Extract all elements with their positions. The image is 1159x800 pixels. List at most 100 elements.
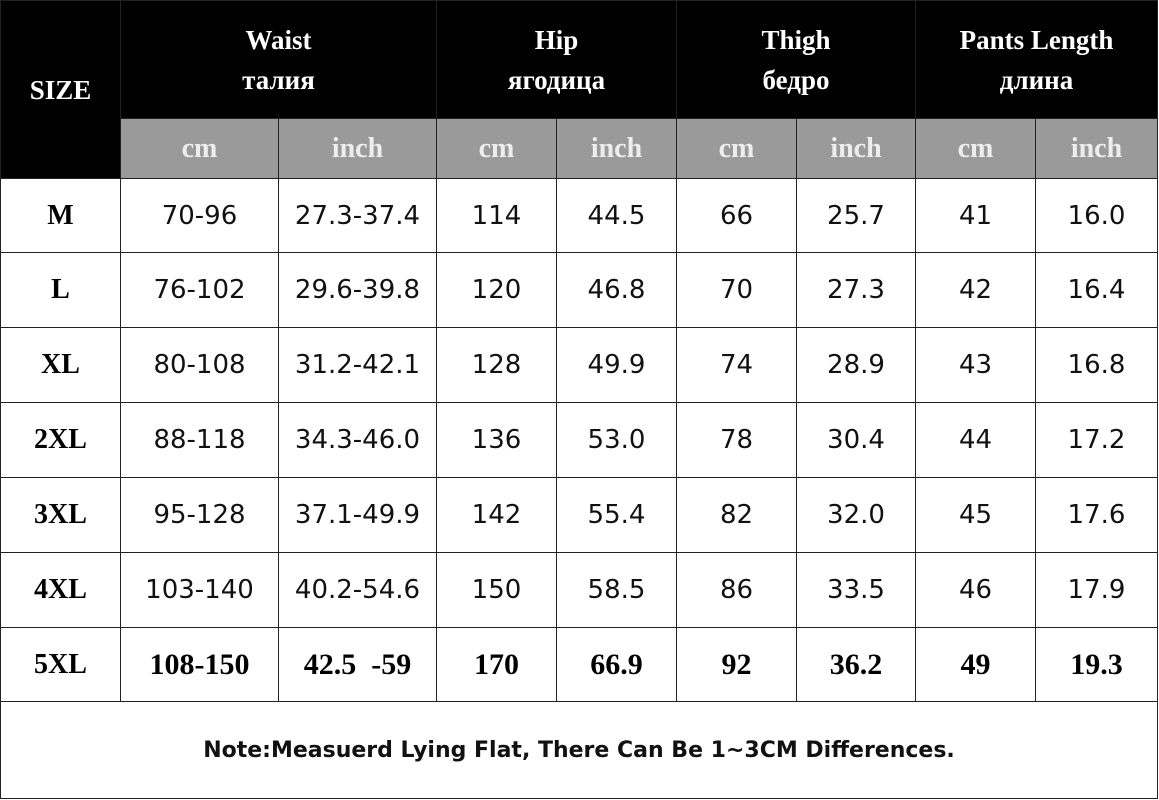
measurement: 95-128: [153, 500, 246, 530]
value-cell: 136: [436, 402, 557, 478]
value-cell: 92: [676, 627, 797, 702]
value-cell: 88-118: [120, 402, 279, 478]
measurement: 86: [719, 575, 754, 605]
value-cell: 108-150: [120, 627, 279, 702]
value-cell: 34.3-46.0: [278, 402, 437, 478]
value-cell: 66.9: [556, 627, 677, 702]
measurement: 170: [474, 647, 519, 681]
measurement: 34.3-46.0: [294, 425, 421, 455]
size-cell: 2XL: [0, 402, 121, 478]
group-header: Waist талия: [120, 0, 437, 119]
measurement: 76-102: [153, 275, 246, 305]
measurement: 120: [471, 275, 522, 305]
value-cell: 55.4: [556, 477, 677, 553]
value-cell: 25.7: [796, 178, 916, 253]
unit-header: cm: [676, 118, 797, 179]
size-cell: L: [0, 252, 121, 328]
measurement: 30.4: [827, 425, 885, 455]
value-cell: 78: [676, 402, 797, 478]
value-cell: 16.8: [1035, 327, 1158, 403]
value-cell: 76-102: [120, 252, 279, 328]
measurement: 80-108: [153, 350, 246, 380]
unit-header: inch: [796, 118, 916, 179]
measurement: 36.2: [829, 647, 883, 681]
measurement: 78: [719, 425, 754, 455]
measurement: 66.9: [590, 647, 643, 681]
value-cell: 37.1-49.9: [278, 477, 437, 553]
measurement: 88-118: [153, 425, 246, 455]
group-title-ru: длина: [999, 64, 1074, 95]
value-cell: 19.3: [1035, 627, 1158, 702]
value-cell: 27.3: [796, 252, 916, 328]
value-cell: 128: [436, 327, 557, 403]
unit-header: inch: [556, 118, 677, 179]
value-cell: 49: [915, 627, 1036, 702]
unit-label: inch: [1070, 132, 1123, 164]
size-cell: 5XL: [0, 627, 121, 702]
value-cell: 80-108: [120, 327, 279, 403]
value-cell: 70-96: [120, 178, 279, 253]
unit-header: inch: [278, 118, 437, 179]
unit-header: cm: [915, 118, 1036, 179]
value-cell: 45: [915, 477, 1036, 553]
measurement: 46: [958, 575, 993, 605]
measurement: 16.4: [1067, 275, 1126, 305]
group-title-ru: бедро: [762, 64, 830, 95]
measurement: 19.3: [1070, 647, 1123, 681]
value-cell: 41: [915, 178, 1036, 253]
measurement: 150: [471, 575, 522, 605]
measurement: 136: [471, 425, 522, 455]
measurement: 28.9: [827, 350, 885, 380]
size-label: SIZE: [29, 74, 92, 105]
measurement: 43: [958, 350, 993, 380]
measurement: 44.5: [587, 200, 646, 231]
value-cell: 46.8: [556, 252, 677, 328]
size-name: 2XL: [34, 424, 87, 455]
measurement: 58.5: [587, 575, 646, 605]
unit-header: inch: [1035, 118, 1158, 179]
value-cell: 36.2: [796, 627, 916, 702]
value-cell: 120: [436, 252, 557, 328]
measurement: 142: [471, 500, 522, 530]
value-cell: 46: [915, 552, 1036, 628]
measurement: 25.7: [827, 200, 885, 231]
group-header: Pants Length длина: [915, 0, 1158, 119]
value-cell: 40.2-54.6: [278, 552, 437, 628]
measurement: 70: [719, 275, 754, 305]
value-cell: 142: [436, 477, 557, 553]
value-cell: 43: [915, 327, 1036, 403]
unit-label: cm: [718, 132, 755, 164]
value-cell: 16.4: [1035, 252, 1158, 328]
measurement: 41: [958, 200, 993, 231]
value-cell: 95-128: [120, 477, 279, 553]
measurement: 108-150: [149, 647, 250, 681]
measurement: 42: [958, 275, 993, 305]
measurement: 70-96: [161, 200, 238, 231]
value-cell: 16.0: [1035, 178, 1158, 253]
value-cell: 49.9: [556, 327, 677, 403]
value-cell: 17.6: [1035, 477, 1158, 553]
unit-label: inch: [830, 132, 882, 164]
measurement: 44: [958, 425, 993, 455]
size-header: SIZE: [0, 0, 121, 179]
value-cell: 28.9: [796, 327, 916, 403]
measurement: 37.1-49.9: [294, 500, 421, 530]
measurement: 66: [719, 200, 754, 231]
value-cell: 74: [676, 327, 797, 403]
measurement: 53.0: [587, 425, 646, 455]
group-title-en: Waist: [245, 24, 312, 55]
measurement: 114: [471, 200, 522, 231]
note-text: Note:Measuerd Lying Flat, There Can Be 1…: [203, 737, 955, 763]
size-cell: 3XL: [0, 477, 121, 553]
value-cell: 66: [676, 178, 797, 253]
value-cell: 17.9: [1035, 552, 1158, 628]
measurement: 74: [719, 350, 754, 380]
value-cell: 30.4: [796, 402, 916, 478]
size-name: 3XL: [34, 499, 87, 530]
note-cell: Note:Measuerd Lying Flat, There Can Be 1…: [0, 701, 1158, 799]
value-cell: 29.6-39.8: [278, 252, 437, 328]
value-cell: 82: [676, 477, 797, 553]
value-cell: 42.5 -59: [278, 627, 437, 702]
measurement: 31.2-42.1: [294, 350, 421, 380]
